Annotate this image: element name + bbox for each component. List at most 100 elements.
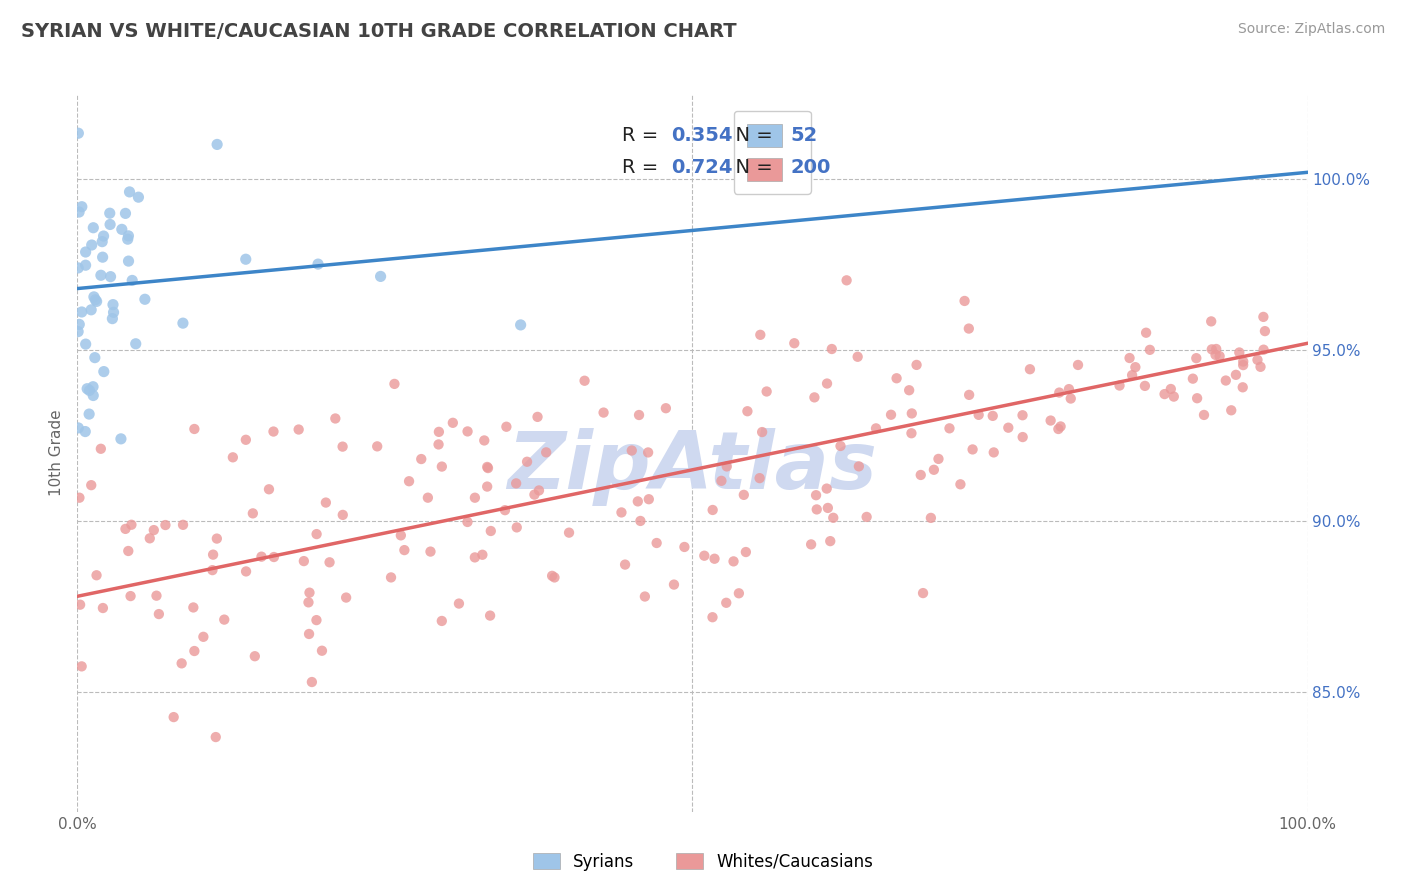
- Point: [494, 503, 516, 517]
- Point: [543, 570, 565, 584]
- Point: [464, 491, 486, 505]
- Point: [912, 586, 935, 600]
- Point: [114, 206, 136, 220]
- Point: [380, 570, 402, 584]
- Point: [202, 548, 225, 562]
- Point: [298, 585, 321, 599]
- Point: [1160, 382, 1182, 396]
- Point: [67, 421, 90, 435]
- Point: [516, 455, 538, 469]
- Point: [1019, 362, 1042, 376]
- Point: [82, 388, 104, 402]
- Point: [419, 544, 441, 558]
- Point: [325, 411, 347, 425]
- Point: [1049, 419, 1071, 434]
- Point: [83, 351, 105, 365]
- Point: [84, 293, 107, 307]
- Point: [120, 589, 142, 603]
- Point: [848, 459, 870, 474]
- Point: [86, 294, 108, 309]
- Point: [145, 589, 167, 603]
- Point: [142, 523, 165, 537]
- Point: [820, 534, 842, 549]
- Point: [534, 445, 557, 459]
- Point: [830, 439, 852, 453]
- Point: [117, 254, 139, 268]
- Point: [1121, 368, 1143, 383]
- Point: [637, 445, 659, 459]
- Point: [846, 350, 869, 364]
- Point: [86, 568, 108, 582]
- Point: [101, 298, 124, 312]
- Point: [139, 532, 162, 546]
- Point: [205, 532, 228, 546]
- Text: N =: N =: [723, 158, 779, 178]
- Text: 0.724: 0.724: [672, 158, 733, 178]
- Point: [1108, 378, 1130, 392]
- Point: [506, 520, 529, 534]
- Point: [1185, 391, 1208, 405]
- Point: [886, 371, 908, 385]
- Point: [416, 491, 439, 505]
- Point: [938, 421, 960, 435]
- Point: [804, 488, 827, 502]
- Point: [163, 710, 186, 724]
- Point: [1246, 352, 1268, 367]
- Point: [905, 358, 928, 372]
- Point: [243, 649, 266, 664]
- Point: [75, 337, 97, 351]
- Point: [67, 318, 90, 332]
- Point: [117, 228, 139, 243]
- Point: [411, 452, 433, 467]
- Point: [737, 404, 759, 418]
- Point: [292, 554, 315, 568]
- Point: [728, 586, 751, 600]
- Point: [427, 425, 450, 439]
- Point: [242, 507, 264, 521]
- Point: [477, 479, 499, 493]
- Point: [155, 518, 177, 533]
- Point: [76, 382, 98, 396]
- Point: [655, 401, 678, 416]
- Point: [1254, 324, 1277, 338]
- Point: [77, 407, 100, 421]
- Point: [1011, 430, 1033, 444]
- Point: [100, 269, 122, 284]
- Legend: Syrians, Whites/Caucasians: Syrians, Whites/Caucasians: [524, 845, 882, 880]
- Point: [389, 528, 412, 542]
- Point: [235, 252, 257, 267]
- Point: [1011, 409, 1033, 423]
- Point: [183, 422, 205, 436]
- Point: [111, 222, 134, 236]
- Point: [1139, 343, 1161, 357]
- Point: [927, 451, 949, 466]
- Point: [1225, 368, 1247, 382]
- Point: [204, 730, 226, 744]
- Point: [710, 474, 733, 488]
- Point: [305, 527, 328, 541]
- Point: [997, 420, 1019, 434]
- Point: [1205, 348, 1227, 362]
- Point: [716, 596, 738, 610]
- Point: [1232, 354, 1254, 368]
- Point: [558, 525, 581, 540]
- Point: [920, 511, 942, 525]
- Point: [80, 302, 103, 317]
- Point: [962, 442, 984, 457]
- Point: [957, 321, 980, 335]
- Point: [723, 554, 745, 568]
- Point: [1118, 351, 1140, 365]
- Point: [75, 258, 97, 272]
- Point: [637, 492, 659, 507]
- Point: [257, 483, 280, 497]
- Point: [91, 601, 114, 615]
- Point: [1067, 358, 1090, 372]
- Point: [495, 419, 517, 434]
- Text: SYRIAN VS WHITE/CAUCASIAN 10TH GRADE CORRELATION CHART: SYRIAN VS WHITE/CAUCASIAN 10TH GRADE COR…: [21, 22, 737, 41]
- Point: [953, 293, 976, 308]
- Point: [90, 442, 112, 456]
- Point: [949, 477, 972, 491]
- Point: [201, 563, 224, 577]
- Point: [1135, 326, 1157, 340]
- Point: [900, 426, 922, 441]
